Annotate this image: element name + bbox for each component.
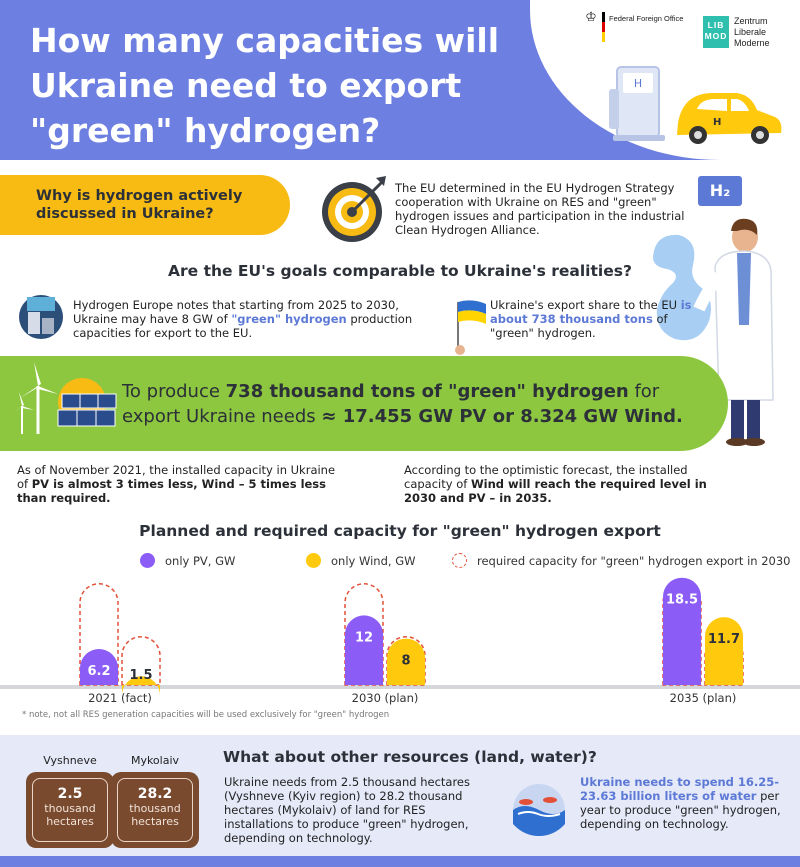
svg-text:H: H xyxy=(634,77,642,90)
libmod-logo-bottom: MOD xyxy=(704,31,728,41)
legend-required-swatch xyxy=(452,553,467,568)
banner-l1c: for xyxy=(628,381,660,402)
scientist-illustration xyxy=(653,218,774,446)
ukraine-flag-icon xyxy=(455,300,486,355)
nov-text-part1: As of November 2021, the installed capac… xyxy=(17,463,336,491)
data-label: 11.7 xyxy=(708,632,740,647)
libmod-logo: LIB MOD xyxy=(703,16,729,48)
land-unit-thousand: thousand xyxy=(44,802,96,815)
zlm-line-1: Zentrum xyxy=(734,16,768,26)
banner-line-2: export Ukraine needs ≈ 17.455 GW PV or 8… xyxy=(122,404,742,429)
svg-text:H: H xyxy=(713,117,721,128)
green-banner xyxy=(0,356,728,451)
zlm-line-3: Moderne xyxy=(734,38,770,48)
hydrogen-station-car-illustration: H H xyxy=(609,66,782,144)
ue-highlight: is about 738 thousand tons xyxy=(490,298,692,326)
he-text-part2: production capacities for export to the … xyxy=(73,312,413,340)
nov-text-bold: PV is almost 3 times less, Wind – 5 time… xyxy=(17,477,326,505)
required-capacity-outline xyxy=(386,636,426,686)
german-flag-bar xyxy=(602,12,605,42)
opt-text-part1: According to the optimistic forecast, th… xyxy=(404,463,688,491)
legend-wind: only Wind, GW xyxy=(306,553,415,568)
zlm-logo-text: Zentrum Liberale Moderne xyxy=(734,16,770,49)
bar-pv xyxy=(80,649,118,685)
land-box-inner: 2.5 thousand hectares xyxy=(32,778,108,842)
chart-note: * note, not all RES generation capacitie… xyxy=(22,710,390,720)
page-title: How many capacities will Ukraine need to… xyxy=(30,21,500,150)
question-why-hydrogen: Why is hydrogen actively discussed in Uk… xyxy=(0,175,290,235)
required-capacity-outline xyxy=(79,583,119,686)
banner-l1a: To produce xyxy=(122,381,226,402)
bar-wind xyxy=(705,617,743,685)
legend-pv: only PV, GW xyxy=(140,553,235,568)
libmod-logo-top: LIB xyxy=(707,20,725,30)
land-unit-thousand: thousand xyxy=(129,802,181,815)
bar-wind xyxy=(122,676,160,696)
footer-stripe xyxy=(0,856,800,867)
data-label: 12 xyxy=(355,630,373,645)
november-2021-text: As of November 2021, the installed capac… xyxy=(17,463,347,505)
land-box-inner: 28.2 thousand hectares xyxy=(117,778,193,842)
eu-strategy-text: The EU determined in the EU Hydrogen Str… xyxy=(395,181,685,237)
x-tick-label: 2030 (plan) xyxy=(352,691,419,705)
data-label: 18.5 xyxy=(666,593,698,608)
banner-l1b: 738 thousand tons of "green" hydrogen xyxy=(225,381,629,402)
land-box-vyshneve: 2.5 thousand hectares xyxy=(26,772,114,848)
he-text-part1: Hydrogen Europe notes that starting from… xyxy=(73,298,399,326)
ffo-logo-text: Federal Foreign Office xyxy=(609,14,684,23)
required-capacity-outline xyxy=(121,636,161,686)
banner-text: To produce 738 thousand tons of "green" … xyxy=(122,379,742,429)
bar-pv xyxy=(345,615,383,685)
water-text: Ukraine needs to spend 16.25-23.63 billi… xyxy=(580,775,790,831)
data-label: 1.5 xyxy=(129,668,152,683)
land-box-mykolaiv: 28.2 thousand hectares xyxy=(111,772,199,848)
data-label: 8 xyxy=(401,654,410,669)
ue-text-part1: Ukraine's export share to the EU xyxy=(490,298,681,312)
legend-wind-swatch xyxy=(306,553,321,568)
target-icon xyxy=(322,176,386,242)
question-resources: What about other resources (land, water)… xyxy=(223,748,597,766)
question-eu-goals: Are the EU's goals comparable to Ukraine… xyxy=(168,262,632,280)
hydrogen-europe-text: Hydrogen Europe notes that starting from… xyxy=(73,298,423,340)
eagle-icon: ♔ xyxy=(585,10,597,25)
optimistic-forecast-text: According to the optimistic forecast, th… xyxy=(404,463,734,505)
zlm-line-2: Liberale xyxy=(734,27,767,37)
bar-chart: 6.2 1.5 2021 (fact) 12 8 2030 (plan) 18.5 11.7 2… xyxy=(0,577,800,705)
water-icon xyxy=(513,784,565,836)
bar-wind xyxy=(387,638,425,685)
data-label: 6.2 xyxy=(87,664,110,679)
hydrogen-europe-icon xyxy=(19,295,63,339)
opt-text-bold: Wind will reach the required level in 20… xyxy=(404,477,707,505)
federal-foreign-office-logo: ♔ Federal Foreign Office xyxy=(584,10,694,44)
x-axis-baseline xyxy=(0,685,800,689)
wind-solar-icon xyxy=(12,362,117,434)
legend-required: required capacity for "green" hydrogen e… xyxy=(452,553,791,568)
land-unit-hectares: hectares xyxy=(46,815,94,828)
ue-text-part2: of "green" hydrogen. xyxy=(490,312,668,340)
city-vyshneve-label: Vyshneve xyxy=(43,754,97,767)
ukraine-export-text: Ukraine's export share to the EU is abou… xyxy=(490,298,705,340)
land-text: Ukraine needs from 2.5 thousand hectares… xyxy=(224,775,471,845)
banner-line-1: To produce 738 thousand tons of "green" … xyxy=(122,379,742,404)
land-unit-hectares: hectares xyxy=(131,815,179,828)
banner-l2b: ≈ 17.455 GW PV or 8.324 GW Wind. xyxy=(321,406,683,427)
land-value-vyshneve: 2.5 xyxy=(57,786,83,802)
land-value-mykolaiv: 28.2 xyxy=(137,786,173,802)
x-tick-label: 2021 (fact) xyxy=(88,691,152,705)
x-tick-label: 2035 (plan) xyxy=(670,691,737,705)
water-highlight: Ukraine needs to spend 16.25-23.63 billi… xyxy=(580,775,780,803)
he-highlight: "green" hydrogen xyxy=(231,312,347,326)
city-mykolaiv-label: Mykolaiv xyxy=(130,754,180,767)
legend-pv-swatch xyxy=(140,553,155,568)
banner-l2a: export Ukraine needs xyxy=(122,406,322,427)
water-text-rest: per year to produce "green" hydrogen, de… xyxy=(580,789,781,831)
legend-required-label: required capacity for "green" hydrogen e… xyxy=(477,553,791,568)
legend-pv-label: only PV, GW xyxy=(165,553,236,568)
chart-title: Planned and required capacity for "green… xyxy=(139,522,661,540)
h2-badge: H₂ xyxy=(698,176,742,206)
legend-wind-label: only Wind, GW xyxy=(331,553,416,568)
bar-pv xyxy=(663,577,701,685)
required-capacity-outline xyxy=(344,583,384,686)
